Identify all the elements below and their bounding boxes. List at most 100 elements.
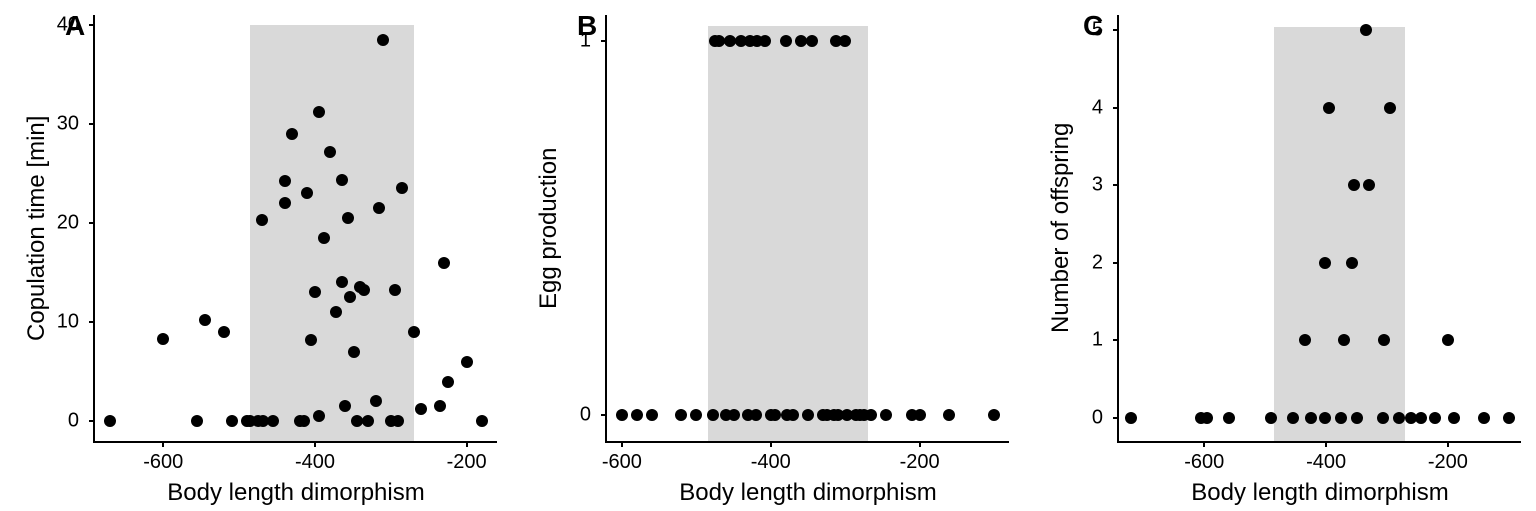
data-point xyxy=(631,409,643,421)
data-point xyxy=(780,35,792,47)
data-point xyxy=(476,415,488,427)
data-point xyxy=(256,214,268,226)
data-point xyxy=(1429,412,1441,424)
y-tick xyxy=(1113,339,1119,341)
x-axis-title: Body length dimorphism xyxy=(167,479,424,507)
x-tick xyxy=(1203,441,1205,447)
y-tick xyxy=(1113,107,1119,109)
y-axis xyxy=(1117,15,1119,443)
x-tick-label: -400 xyxy=(1306,451,1346,474)
data-point xyxy=(988,409,1000,421)
data-point xyxy=(707,409,719,421)
y-tick-label: 0 xyxy=(1063,406,1103,429)
x-tick xyxy=(1325,441,1327,447)
figure-container: A-600-400-200010203040Body length dimorp… xyxy=(0,0,1536,511)
data-point xyxy=(104,415,116,427)
y-axis xyxy=(93,15,95,443)
data-point xyxy=(286,128,298,140)
y-tick xyxy=(1113,262,1119,264)
y-tick xyxy=(89,420,95,422)
x-axis xyxy=(95,441,497,443)
data-point xyxy=(301,187,313,199)
data-point xyxy=(318,232,330,244)
x-axis-title: Body length dimorphism xyxy=(1191,479,1448,507)
data-point xyxy=(442,376,454,388)
data-point xyxy=(1415,412,1427,424)
data-point xyxy=(1478,412,1490,424)
data-point xyxy=(199,314,211,326)
data-point xyxy=(616,409,628,421)
data-point xyxy=(218,326,230,338)
data-point xyxy=(806,35,818,47)
y-tick xyxy=(1113,184,1119,186)
data-point xyxy=(1360,24,1372,36)
data-point xyxy=(1442,334,1454,346)
data-point xyxy=(1287,412,1299,424)
data-point xyxy=(1299,334,1311,346)
y-tick xyxy=(89,123,95,125)
data-point xyxy=(1363,179,1375,191)
shaded-region xyxy=(250,25,413,441)
data-point xyxy=(769,409,781,421)
data-point xyxy=(362,415,374,427)
panel-A: A-600-400-200010203040Body length dimorp… xyxy=(0,0,512,511)
x-tick-label: -200 xyxy=(900,451,940,474)
data-point xyxy=(646,409,658,421)
x-tick-label: -200 xyxy=(1428,451,1468,474)
data-point xyxy=(1338,334,1350,346)
x-tick xyxy=(1447,441,1449,447)
y-tick xyxy=(89,24,95,26)
panel-B: B-600-400-20001Body length dimorphismEgg… xyxy=(512,0,1024,511)
data-point xyxy=(1305,412,1317,424)
data-point xyxy=(415,403,427,415)
data-point xyxy=(1223,412,1235,424)
data-point xyxy=(438,257,450,269)
data-point xyxy=(1377,412,1389,424)
x-tick xyxy=(466,441,468,447)
x-tick-label: -400 xyxy=(751,451,791,474)
data-point xyxy=(1448,412,1460,424)
data-point xyxy=(408,326,420,338)
data-point xyxy=(434,400,446,412)
x-axis-title: Body length dimorphism xyxy=(679,479,936,507)
data-point xyxy=(191,415,203,427)
data-point xyxy=(759,35,771,47)
data-point xyxy=(1319,257,1331,269)
data-point xyxy=(675,409,687,421)
data-point xyxy=(690,409,702,421)
data-point xyxy=(943,409,955,421)
data-point xyxy=(305,334,317,346)
y-tick-label: 4 xyxy=(1063,96,1103,119)
data-point xyxy=(1323,102,1335,114)
y-axis xyxy=(605,15,607,443)
data-point xyxy=(373,202,385,214)
y-axis-title: Egg production xyxy=(535,147,563,308)
data-point xyxy=(914,409,926,421)
x-tick xyxy=(770,441,772,447)
data-point xyxy=(1348,179,1360,191)
shaded-region xyxy=(708,26,868,441)
data-point xyxy=(358,284,370,296)
plot-area-A: -600-400-200010203040Body length dimorph… xyxy=(95,15,497,441)
x-tick-label: -600 xyxy=(143,451,183,474)
y-tick-label: 0 xyxy=(39,410,79,433)
data-point xyxy=(392,415,404,427)
y-tick-label: 5 xyxy=(1063,19,1103,42)
data-point xyxy=(389,284,401,296)
data-point xyxy=(313,410,325,422)
x-tick xyxy=(621,441,623,447)
y-tick-label: 40 xyxy=(39,13,79,36)
data-point xyxy=(1346,257,1358,269)
data-point xyxy=(1393,412,1405,424)
data-point xyxy=(336,174,348,186)
x-tick-label: -400 xyxy=(295,451,335,474)
y-axis-title: Copulation time [min] xyxy=(23,115,51,340)
y-tick xyxy=(89,321,95,323)
data-point xyxy=(267,415,279,427)
data-point xyxy=(1319,412,1331,424)
data-point xyxy=(880,409,892,421)
data-point xyxy=(339,400,351,412)
plot-area-B: -600-400-20001Body length dimorphismEgg … xyxy=(607,15,1009,441)
data-point xyxy=(309,286,321,298)
data-point xyxy=(279,175,291,187)
